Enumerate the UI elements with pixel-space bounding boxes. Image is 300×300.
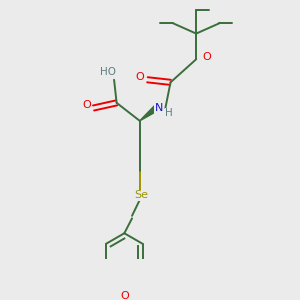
Polygon shape bbox=[140, 106, 158, 121]
Text: O: O bbox=[83, 100, 92, 110]
Text: O: O bbox=[120, 291, 129, 300]
Text: Se: Se bbox=[134, 190, 148, 200]
Text: N: N bbox=[155, 103, 163, 113]
Text: H: H bbox=[165, 108, 173, 118]
Text: HO: HO bbox=[100, 67, 116, 77]
Text: O: O bbox=[202, 52, 211, 62]
Text: O: O bbox=[135, 72, 144, 82]
